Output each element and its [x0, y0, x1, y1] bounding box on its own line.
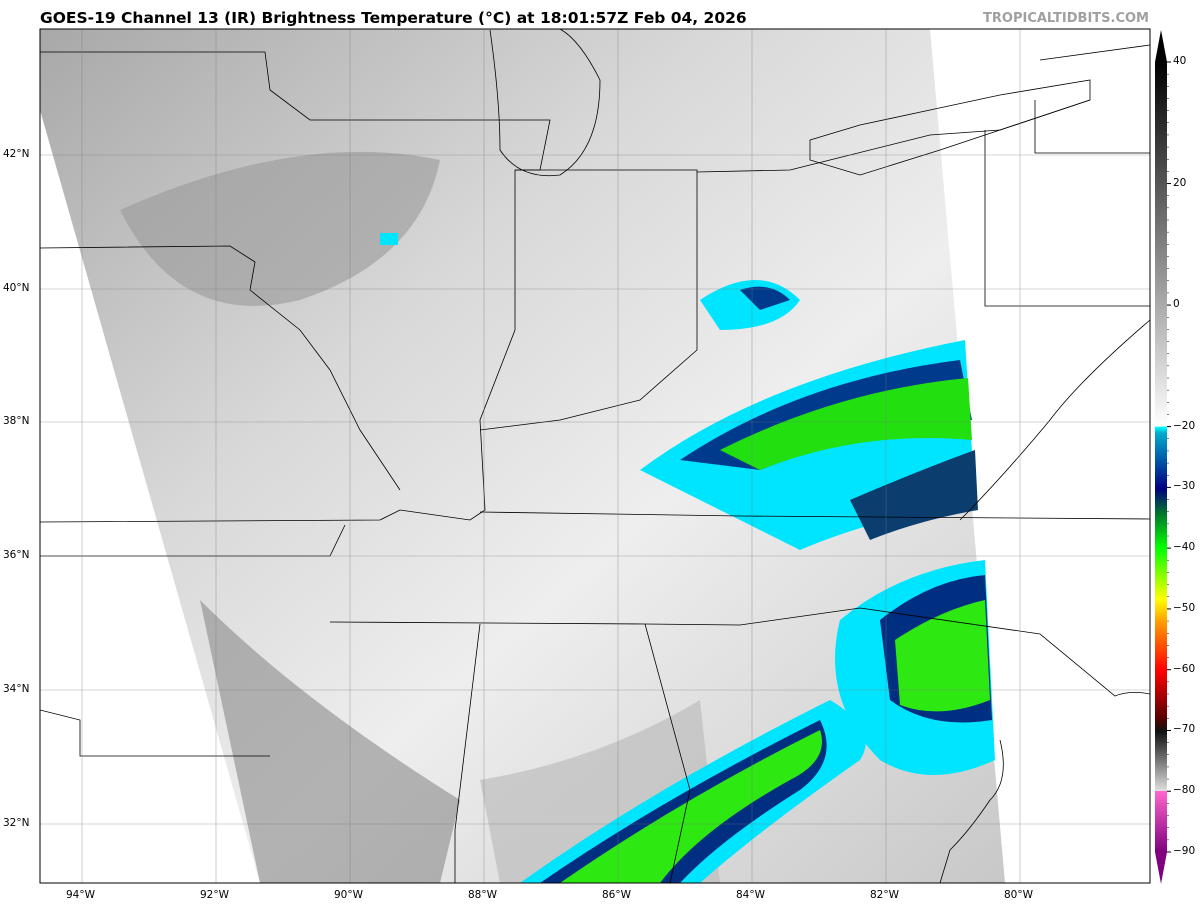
lon-label: 88°W [468, 889, 497, 901]
colorbar-label: −90 [1173, 845, 1196, 857]
lon-label: 82°W [870, 889, 899, 901]
colorbar-label: −50 [1173, 601, 1196, 614]
colorbar-label: −30 [1173, 480, 1196, 493]
lat-label: 40°N [3, 282, 30, 294]
graticule [40, 29, 1150, 883]
lat-label: 38°N [3, 415, 30, 427]
colorbar-label: −20 [1173, 419, 1196, 432]
lon-label: 86°W [602, 889, 631, 901]
lat-label: 42°N [3, 148, 30, 160]
lat-label: 34°N [3, 683, 30, 695]
colorbar [1155, 30, 1171, 884]
colorbar-label: 40 [1173, 55, 1187, 67]
lat-label: 36°N [3, 549, 30, 561]
map-title: GOES-19 Channel 13 (IR) Brightness Tempe… [40, 9, 747, 27]
credit-text: TROPICALTIDBITS.COM [983, 11, 1149, 26]
cloud-green-band [720, 378, 972, 470]
lon-label: 84°W [736, 889, 765, 901]
lon-label: 94°W [66, 889, 95, 901]
lat-label: 32°N [3, 817, 30, 829]
cloud-dark-region [120, 151, 440, 306]
colorbar-label: −40 [1173, 541, 1196, 554]
colorbar-label: −70 [1173, 723, 1196, 736]
colorbar-label: 0 [1173, 298, 1180, 311]
colorbar-label: 20 [1173, 176, 1187, 189]
colorbar-label: −80 [1173, 784, 1196, 797]
lon-label: 80°W [1004, 889, 1033, 901]
boundaries [40, 29, 1150, 883]
colorbar-label: −60 [1173, 662, 1196, 675]
map-frame [39, 28, 1151, 884]
imagery-layer [40, 29, 1150, 883]
cloud-south-green [560, 730, 822, 883]
lon-label: 90°W [334, 889, 363, 901]
lon-label: 92°W [200, 889, 229, 901]
